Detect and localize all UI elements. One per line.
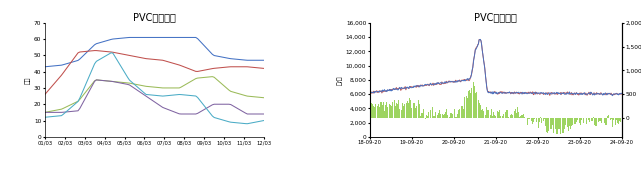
Title: PVC华东基差: PVC华东基差: [474, 12, 517, 22]
Title: PVC社会库存: PVC社会库存: [133, 12, 176, 22]
Y-axis label: 元/吨: 元/吨: [338, 75, 343, 85]
Y-axis label: 万吨: 万吨: [26, 76, 31, 84]
